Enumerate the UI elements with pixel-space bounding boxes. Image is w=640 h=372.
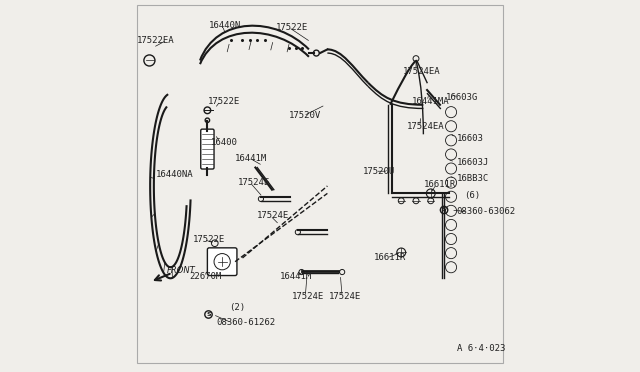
- Text: 16441MA: 16441MA: [412, 97, 450, 106]
- Text: (2): (2): [230, 303, 246, 312]
- Text: 17524EA: 17524EA: [403, 67, 441, 76]
- Text: 17522E: 17522E: [276, 23, 308, 32]
- Text: 08360-61262: 08360-61262: [216, 318, 276, 327]
- FancyBboxPatch shape: [137, 5, 503, 363]
- Text: 16BB3C: 16BB3C: [456, 174, 489, 183]
- Text: 16603G: 16603G: [445, 93, 478, 102]
- Text: 16441M: 16441M: [280, 272, 312, 281]
- Text: 16440N: 16440N: [209, 21, 241, 30]
- Text: S: S: [442, 208, 446, 212]
- Text: 16441M: 16441M: [235, 154, 268, 163]
- Text: 17524EA: 17524EA: [407, 122, 444, 131]
- Text: 22670M: 22670M: [189, 272, 221, 281]
- Text: 16611R: 16611R: [424, 180, 456, 189]
- Text: S: S: [207, 312, 211, 317]
- Text: A 6·4·023: A 6·4·023: [456, 344, 505, 353]
- Text: 17524E: 17524E: [292, 292, 324, 301]
- Text: 17522E: 17522E: [207, 97, 239, 106]
- Text: 16603: 16603: [456, 134, 483, 142]
- Text: 17524E: 17524E: [238, 178, 270, 187]
- FancyBboxPatch shape: [207, 248, 237, 276]
- Text: 17520U: 17520U: [362, 167, 395, 176]
- Text: (6): (6): [464, 191, 480, 200]
- Text: 16611R: 16611R: [374, 253, 406, 263]
- Text: 08360-63062: 08360-63062: [456, 207, 516, 217]
- Text: 17524E: 17524E: [257, 211, 289, 220]
- Text: 17522EA: 17522EA: [137, 36, 175, 45]
- Text: 17522E: 17522E: [193, 235, 225, 244]
- Text: 16400: 16400: [211, 138, 238, 147]
- Text: FRONT: FRONT: [167, 266, 196, 275]
- Text: 17524E: 17524E: [329, 292, 362, 301]
- Text: 16440NA: 16440NA: [156, 170, 193, 179]
- Text: 16603J: 16603J: [456, 157, 489, 167]
- Text: 17520V: 17520V: [289, 111, 321, 121]
- FancyBboxPatch shape: [201, 129, 214, 169]
